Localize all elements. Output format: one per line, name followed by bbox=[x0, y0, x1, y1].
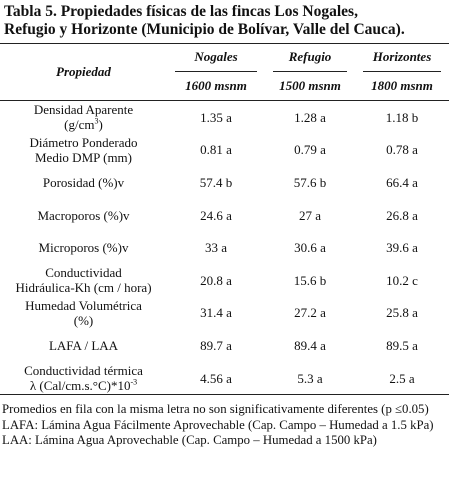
property-line: Conductividad bbox=[0, 265, 167, 280]
property-line: Conductividad térmica bbox=[0, 363, 167, 378]
property-text: Hidráulica-Kh (cm / hora) bbox=[15, 280, 152, 296]
value-cell: 0.79 a bbox=[294, 142, 326, 158]
property-cell: Humedad Volumétrica (%) bbox=[0, 297, 167, 330]
value-cell: 0.78 a bbox=[386, 142, 418, 158]
footnotes: Promedios en fila con la misma letra no … bbox=[0, 395, 449, 449]
table-row: LAFA / LAA 89.7 a 89.4 a 89.5 a bbox=[0, 329, 449, 362]
title-line: Refugio y Horizonte (Municipio de Bolíva… bbox=[4, 21, 405, 38]
property-line: Porosidad (%)v bbox=[0, 175, 167, 190]
value-cell: 1.35 a bbox=[200, 109, 232, 125]
column-header: Nogales bbox=[167, 44, 265, 73]
value-cell: 1.28 a bbox=[294, 109, 326, 125]
property-line: Hidráulica-Kh (cm / hora) bbox=[0, 280, 167, 295]
property-line: Macroporos (%)v bbox=[0, 208, 167, 223]
value-cell: 1.18 b bbox=[385, 109, 419, 125]
property-line: Diámetro Ponderado bbox=[0, 135, 167, 150]
property-text: LAFA / LAA bbox=[48, 337, 119, 353]
property-text: Macroporos (%)v bbox=[37, 207, 130, 223]
property-superscript: 3 bbox=[94, 116, 99, 126]
footnote: LAFA: Lámina Agua Fácilmente Aprovechabl… bbox=[2, 417, 434, 432]
column-header: Refugio bbox=[265, 44, 355, 73]
property-cell: Microporos (%)v bbox=[0, 231, 167, 264]
table-row: Diámetro Ponderado Medio DMP (mm) 0.81 a 0.… bbox=[0, 134, 449, 167]
column-altitude: 1500 msnm bbox=[265, 72, 355, 101]
property-line: Microporos (%)v bbox=[0, 240, 167, 255]
value-cell: 57.6 b bbox=[293, 174, 327, 190]
property-text: λ (Cal/cm.s.°C)*10 bbox=[29, 378, 131, 394]
property-text: Microporos (%)v bbox=[38, 240, 129, 256]
header-row: 1600 msnm 1500 msnm 1800 msnm bbox=[0, 72, 449, 101]
property-cell: Conductividad Hidráulica-Kh (cm / hora) bbox=[0, 264, 167, 297]
value-cell: 39.6 a bbox=[386, 240, 418, 256]
value-cell: 25.8 a bbox=[386, 305, 418, 321]
value-cell: 5.3 a bbox=[297, 370, 323, 386]
value-cell: 30.6 a bbox=[294, 240, 326, 256]
column-altitude: 1600 msnm bbox=[167, 72, 265, 101]
value-cell: 57.4 b bbox=[199, 174, 233, 190]
property-text: Conductividad térmica bbox=[24, 363, 143, 379]
property-superscript: -3 bbox=[130, 377, 138, 387]
title: Tabla 5. Propiedades físicas de las finc… bbox=[0, 0, 449, 43]
property-line: Medio DMP (mm) bbox=[0, 150, 167, 165]
property-text: (g/cm bbox=[64, 117, 95, 133]
property-text: Humedad Volumétrica bbox=[25, 297, 142, 313]
value-cell: 27 a bbox=[298, 207, 322, 223]
property-text: ) bbox=[98, 117, 103, 133]
value-cell: 26.8 a bbox=[386, 207, 418, 223]
property-cell: Macroporos (%)v bbox=[0, 199, 167, 232]
value-cell: 89.5 a bbox=[386, 337, 418, 353]
property-text: Diámetro Ponderado bbox=[29, 134, 138, 150]
property-cell: LAFA / LAA bbox=[0, 329, 167, 362]
table-row: Conductividad térmica λ (Cal/cm.s.°C)*10-… bbox=[0, 362, 449, 395]
property-line: LAFA / LAA bbox=[0, 338, 167, 353]
property-text: Medio DMP (mm) bbox=[34, 149, 133, 165]
table-row: Densidad Aparente (g/cm3) 1.35 a 1.28 a 1.18… bbox=[0, 101, 449, 134]
property-cell: Densidad Aparente (g/cm3) bbox=[0, 101, 167, 134]
property-line: (%) bbox=[0, 313, 167, 328]
table-row: Microporos (%)v 33 a 30.6 a 39.6 a bbox=[0, 231, 449, 264]
column-name: Refugio bbox=[273, 45, 347, 72]
value-cell: 31.4 a bbox=[200, 305, 232, 321]
value-cell: 10.2 c bbox=[386, 272, 418, 288]
table-row: Porosidad (%)v 57.4 b 57.6 b 66.4 a bbox=[0, 166, 449, 199]
column-header: Horizontes bbox=[355, 44, 449, 73]
header-cell: Propiedad bbox=[0, 43, 167, 101]
value-cell: 15.6 b bbox=[293, 272, 327, 288]
value-cell: 4.56 a bbox=[200, 370, 232, 386]
table-row: Conductividad Hidráulica-Kh (cm / hora) 20… bbox=[0, 264, 449, 297]
table-row: Macroporos (%)v 24.6 a 27 a 26.8 a bbox=[0, 199, 449, 232]
property-text: Densidad Aparente bbox=[33, 102, 134, 118]
footnote: LAA: Lámina Agua Aprovechable (Cap. Camp… bbox=[2, 433, 377, 448]
footnote: Promedios en fila con la misma letra no … bbox=[2, 402, 429, 417]
value-cell: 89.7 a bbox=[200, 337, 232, 353]
property-text: Porosidad (%)v bbox=[42, 174, 125, 190]
title-line: Tabla 5. Propiedades físicas de las finc… bbox=[4, 3, 358, 20]
table-row: Humedad Volumétrica (%) 31.4 a 27.2 a 25.8 a bbox=[0, 297, 449, 330]
column-altitude: 1800 msnm bbox=[355, 72, 449, 101]
property-cell: Porosidad (%)v bbox=[0, 166, 167, 199]
property-cell: Diámetro Ponderado Medio DMP (mm) bbox=[0, 134, 167, 167]
header-row: Propiedad Nogales Refugio Horizontes bbox=[0, 43, 449, 101]
value-cell: 2.5 a bbox=[389, 370, 415, 386]
value-cell: 24.6 a bbox=[200, 207, 232, 223]
value-cell: 27.2 a bbox=[294, 305, 326, 321]
value-cell: 89.4 a bbox=[294, 337, 326, 353]
value-cell: 66.4 a bbox=[386, 174, 418, 190]
column-name: Horizontes bbox=[363, 45, 441, 72]
value-cell: 33 a bbox=[204, 240, 228, 256]
property-line: λ (Cal/cm.s.°C)*10-3 bbox=[0, 378, 167, 393]
value-cell: 0.81 a bbox=[200, 142, 232, 158]
property-line: Densidad Aparente bbox=[0, 102, 167, 117]
value-cell: 20.8 a bbox=[200, 272, 232, 288]
column-name: Nogales bbox=[175, 45, 257, 72]
table: Propiedad Nogales Refugio Horizontes 1600 … bbox=[0, 43, 449, 396]
property-line: (g/cm3) bbox=[0, 117, 167, 132]
property-text: (%) bbox=[73, 312, 94, 328]
property-cell: Conductividad térmica λ (Cal/cm.s.°C)*10-… bbox=[0, 362, 167, 395]
property-text: Conductividad bbox=[45, 265, 122, 281]
property-line: Humedad Volumétrica bbox=[0, 298, 167, 313]
